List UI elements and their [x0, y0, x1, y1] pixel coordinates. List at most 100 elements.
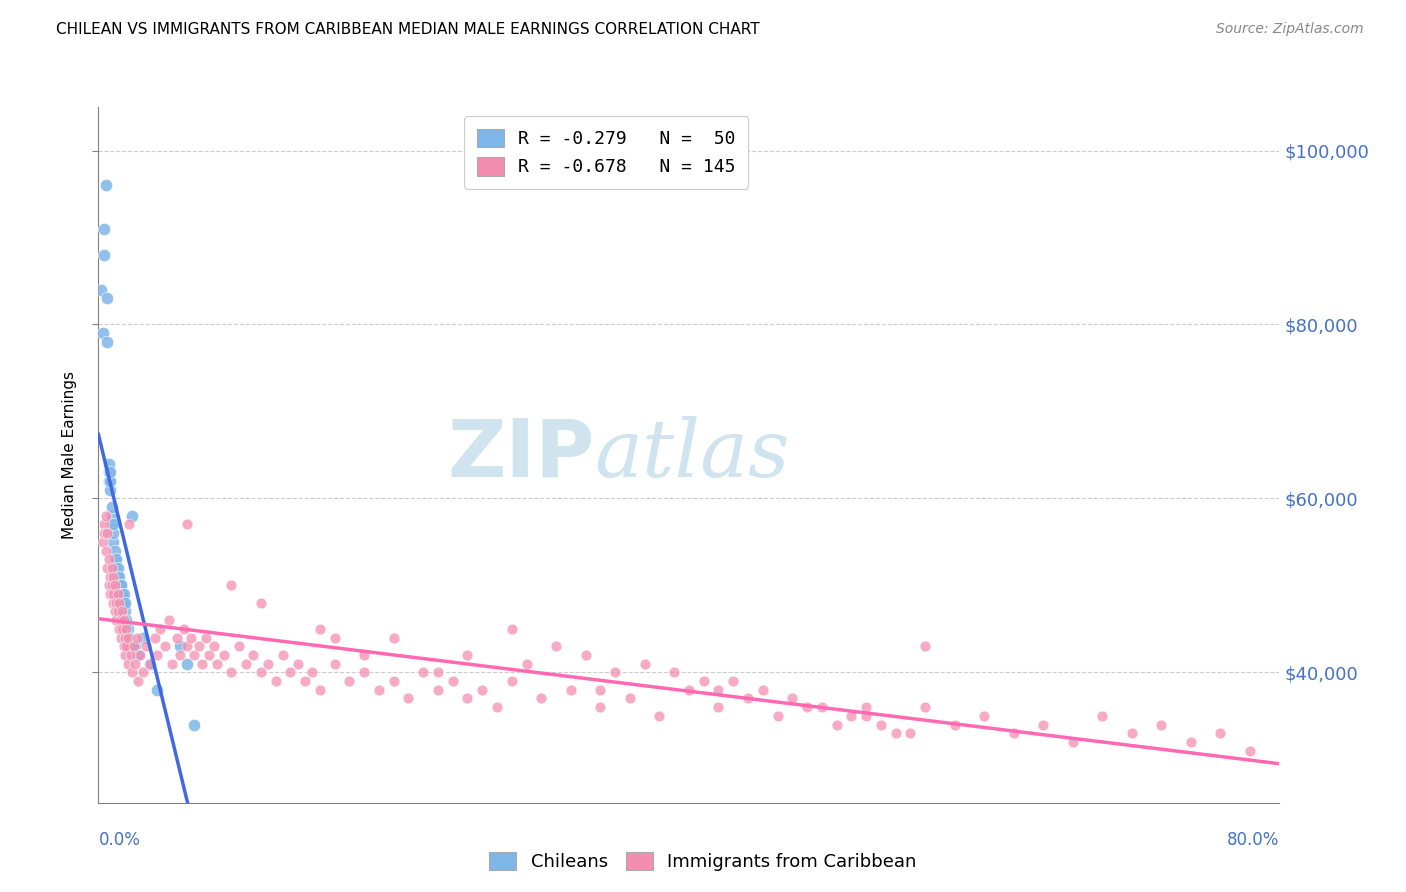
Point — [97, 578, 120, 592]
Point — [104, 552, 127, 566]
Point — [309, 682, 332, 697]
Text: 0.0%: 0.0% — [98, 830, 141, 848]
Point — [914, 639, 936, 653]
Point — [1209, 726, 1232, 740]
Point — [1239, 744, 1261, 758]
Point — [169, 648, 191, 662]
Point — [191, 657, 214, 671]
Point — [132, 665, 155, 680]
Point — [97, 466, 120, 480]
Point — [96, 334, 118, 349]
Point — [441, 674, 464, 689]
Point — [157, 613, 180, 627]
Point — [973, 708, 995, 723]
Point — [98, 587, 121, 601]
Legend: R = -0.279   N =  50, R = -0.678   N = 145: R = -0.279 N = 50, R = -0.678 N = 145 — [464, 116, 748, 189]
Point — [139, 657, 162, 671]
Point — [855, 708, 877, 723]
Point — [589, 700, 612, 714]
Point — [110, 578, 132, 592]
Point — [115, 622, 138, 636]
Point — [103, 570, 125, 584]
Point — [530, 691, 553, 706]
Point — [900, 726, 922, 740]
Point — [633, 657, 655, 671]
Point — [368, 682, 391, 697]
Point — [301, 665, 323, 680]
Point — [914, 700, 936, 714]
Point — [396, 691, 419, 706]
Point — [118, 517, 141, 532]
Point — [183, 717, 205, 731]
Point — [869, 717, 891, 731]
Point — [271, 648, 294, 662]
Point — [264, 674, 287, 689]
Point — [943, 717, 966, 731]
Point — [427, 682, 450, 697]
Point — [183, 648, 205, 662]
Point — [1002, 726, 1025, 740]
Point — [707, 682, 730, 697]
Point — [114, 648, 136, 662]
Point — [96, 526, 118, 541]
Point — [146, 682, 169, 697]
Point — [110, 587, 132, 601]
Point — [412, 665, 434, 680]
Point — [1062, 735, 1084, 749]
Point — [104, 578, 127, 592]
Point — [176, 639, 198, 653]
Point — [121, 508, 143, 523]
Point — [162, 657, 183, 671]
Point — [105, 561, 128, 575]
Point — [98, 474, 121, 488]
Point — [855, 700, 877, 714]
Point — [108, 578, 131, 592]
Point — [619, 691, 641, 706]
Point — [103, 526, 125, 541]
Text: CHILEAN VS IMMIGRANTS FROM CARIBBEAN MEDIAN MALE EARNINGS CORRELATION CHART: CHILEAN VS IMMIGRANTS FROM CARIBBEAN MED… — [56, 22, 759, 37]
Point — [117, 631, 139, 645]
Point — [825, 717, 848, 731]
Point — [93, 248, 115, 262]
Point — [605, 665, 627, 680]
Point — [202, 639, 225, 653]
Point — [114, 596, 136, 610]
Point — [112, 587, 135, 601]
Point — [120, 639, 142, 653]
Point — [122, 639, 145, 653]
Point — [678, 682, 700, 697]
Point — [117, 657, 139, 671]
Point — [339, 674, 360, 689]
Point — [97, 552, 120, 566]
Point — [1180, 735, 1202, 749]
Point — [98, 483, 121, 497]
Point — [257, 657, 280, 671]
Point — [112, 596, 135, 610]
Point — [115, 613, 138, 627]
Point — [135, 639, 157, 653]
Point — [382, 674, 405, 689]
Point — [1091, 708, 1114, 723]
Point — [107, 605, 129, 619]
Point — [884, 726, 907, 740]
Point — [242, 648, 264, 662]
Point — [693, 674, 716, 689]
Point — [122, 639, 145, 653]
Point — [707, 700, 730, 714]
Legend: Chileans, Immigrants from Caribbean: Chileans, Immigrants from Caribbean — [482, 845, 924, 879]
Point — [250, 665, 273, 680]
Point — [471, 682, 494, 697]
Point — [166, 631, 188, 645]
Point — [501, 674, 523, 689]
Point — [93, 526, 115, 541]
Text: 80.0%: 80.0% — [1227, 830, 1279, 848]
Point — [723, 674, 745, 689]
Point — [114, 631, 136, 645]
Point — [219, 665, 242, 680]
Point — [90, 283, 112, 297]
Point — [501, 622, 523, 636]
Point — [107, 561, 129, 575]
Point — [153, 639, 176, 653]
Point — [105, 596, 128, 610]
Point — [353, 648, 375, 662]
